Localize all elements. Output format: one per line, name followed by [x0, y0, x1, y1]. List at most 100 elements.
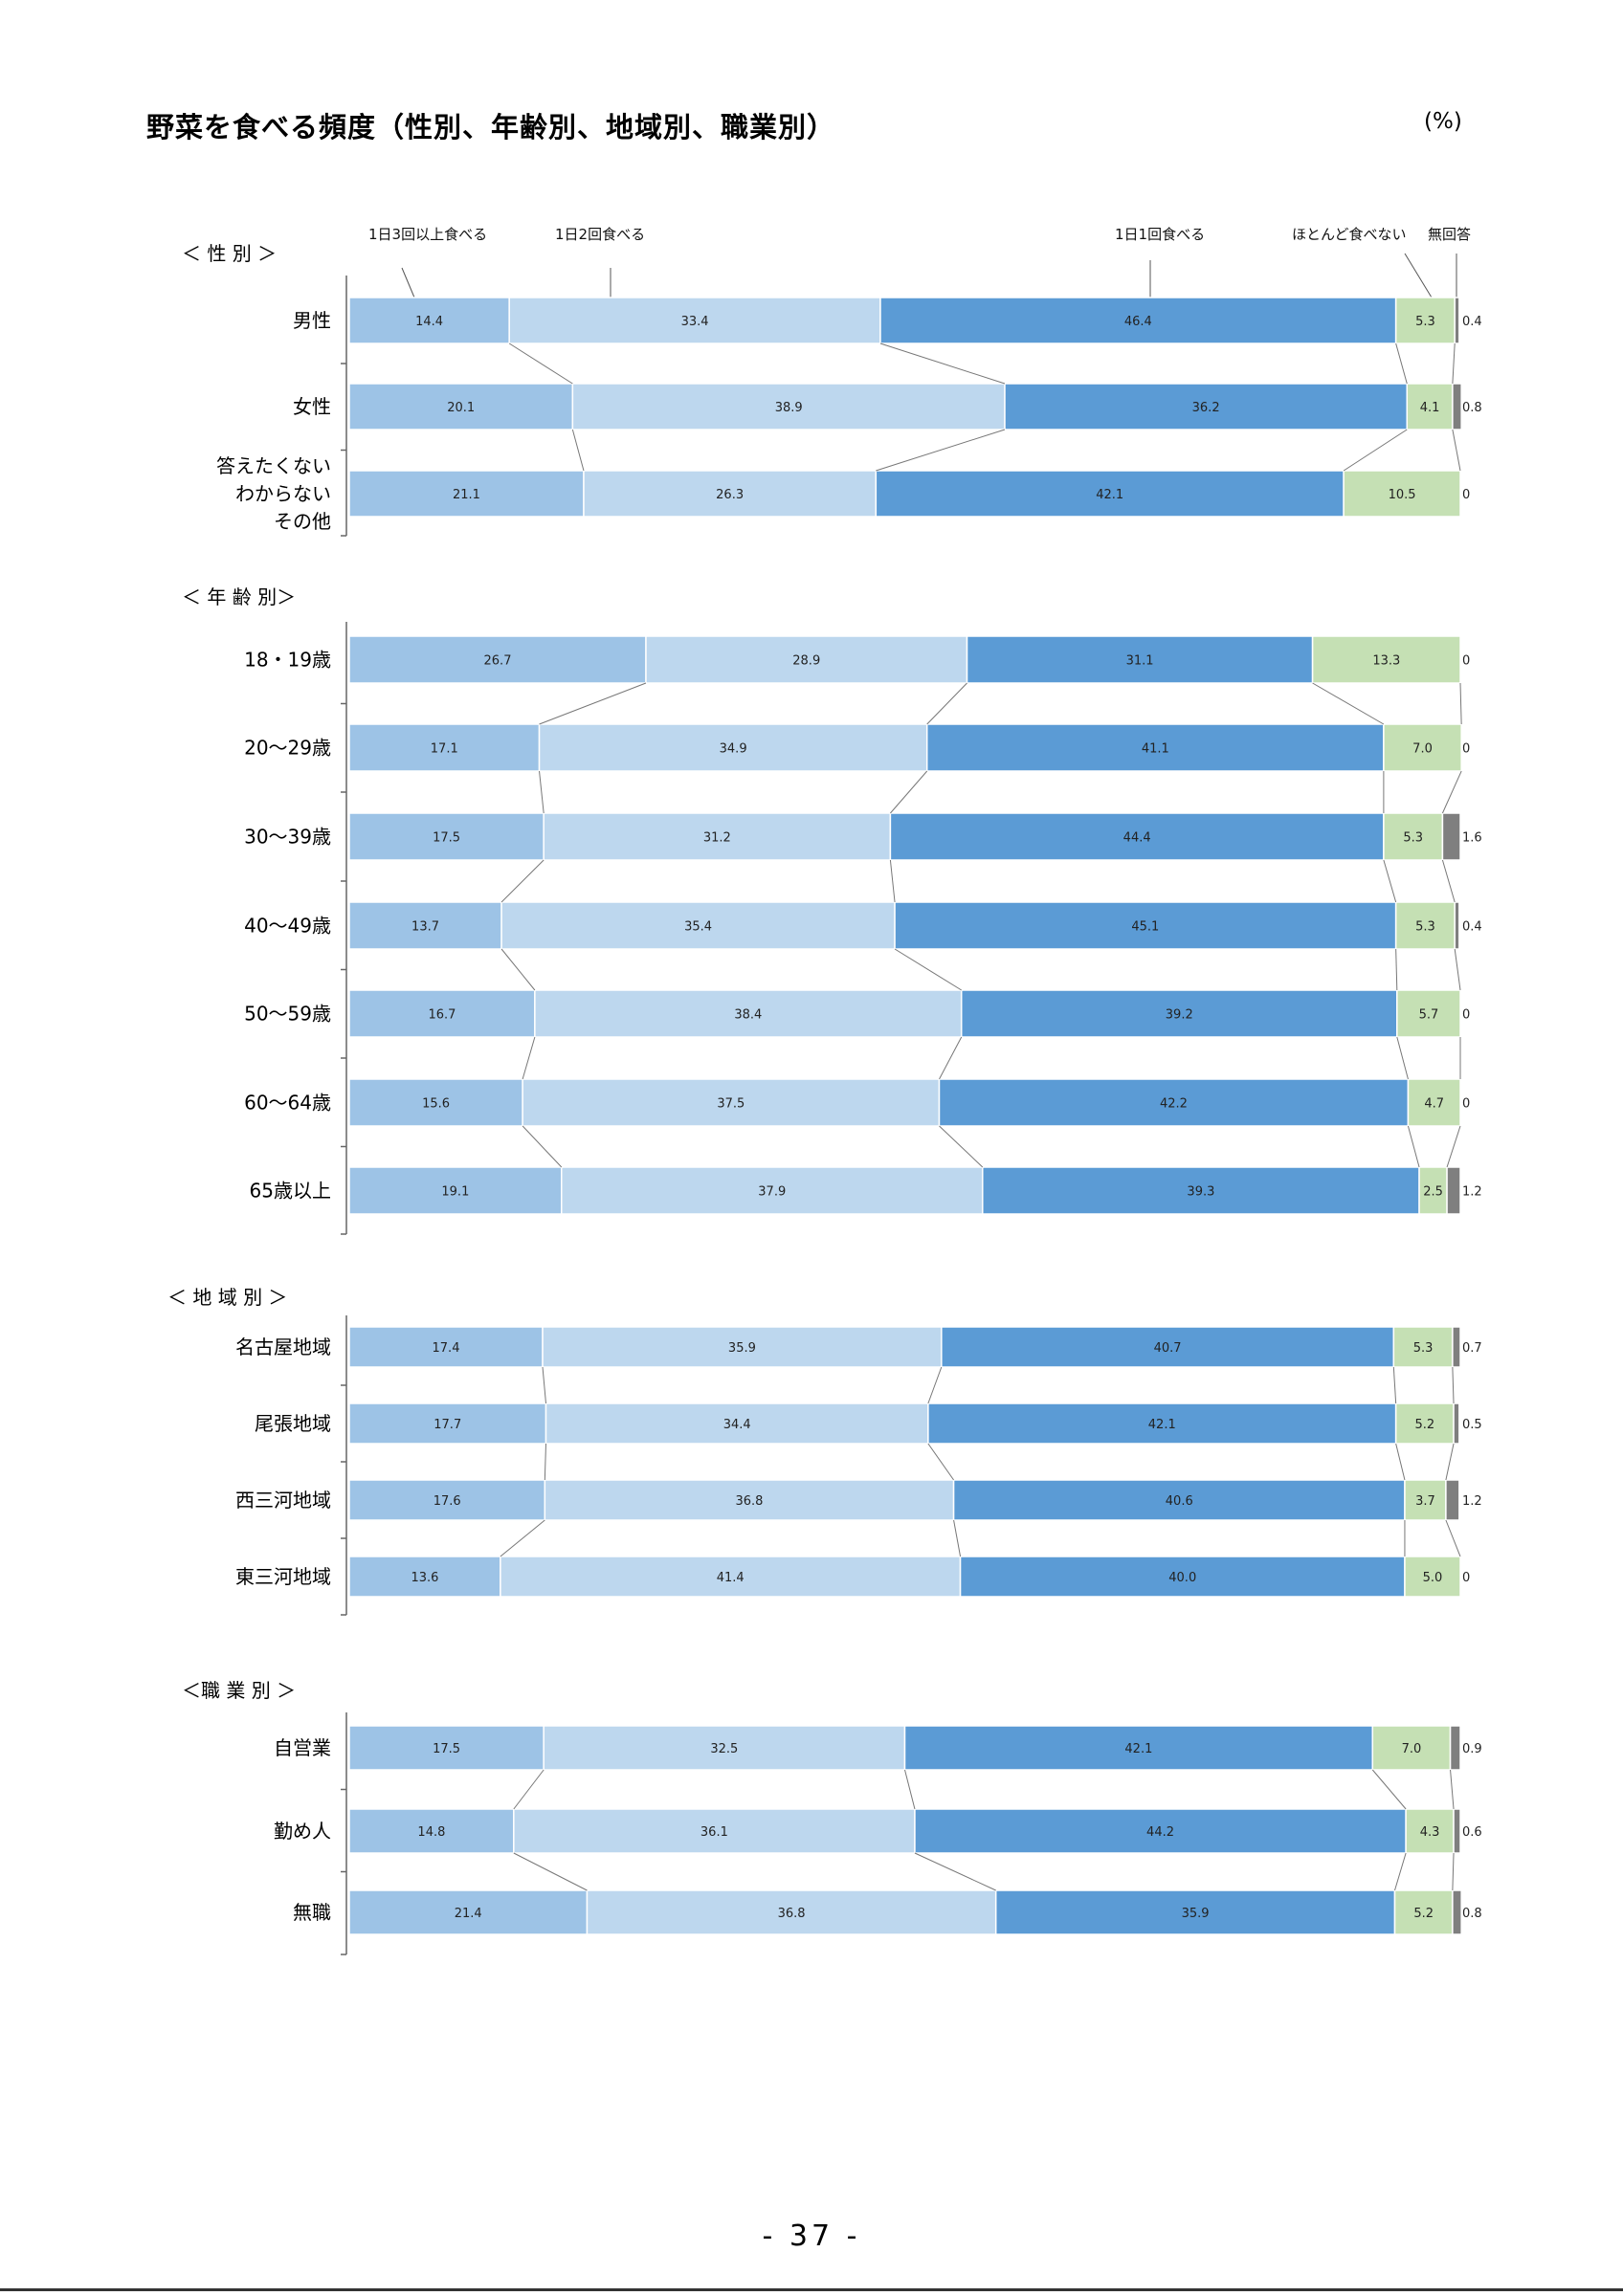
- data-label: 34.4: [723, 1418, 751, 1432]
- bar-segment: [1394, 1402, 1455, 1445]
- connector-line: [904, 1769, 916, 1810]
- data-label: 7.0: [1402, 1742, 1422, 1756]
- bar-segment: [1343, 470, 1461, 518]
- legend-label: 1日3回以上食べる: [368, 226, 487, 243]
- category-label: 答えたくない: [216, 454, 331, 477]
- data-label: 13.3: [1372, 654, 1400, 669]
- connector-line: [1395, 1443, 1406, 1481]
- data-label: 16.7: [428, 1008, 456, 1023]
- data-label: 4.7: [1424, 1097, 1444, 1112]
- bar-segment: [348, 812, 545, 861]
- bar-segment: [1371, 1725, 1452, 1771]
- bar-segment: [1404, 1479, 1447, 1521]
- connector-line: [539, 682, 647, 725]
- connector-line: [1441, 770, 1462, 814]
- bar-segment: [522, 1078, 941, 1127]
- data-label: 44.2: [1146, 1825, 1174, 1840]
- data-label: 45.1: [1131, 920, 1159, 935]
- connector-line: [500, 948, 536, 991]
- bar-segment: [982, 1166, 1420, 1215]
- connector-line: [1343, 429, 1408, 472]
- category-label: 18・19歳: [244, 649, 331, 672]
- legend-label: 無回答: [1428, 226, 1471, 243]
- data-label: 39.2: [1166, 1008, 1193, 1023]
- group-label: ＜ 地 域 別 ＞: [167, 1286, 287, 1309]
- connector-line: [522, 1125, 563, 1168]
- data-label: 40.0: [1168, 1571, 1196, 1585]
- bar-segment: [348, 1326, 544, 1368]
- connector-line: [513, 1852, 588, 1891]
- legend-leader-line: [1404, 253, 1433, 298]
- category-label: わからない: [235, 482, 331, 505]
- connector-line: [890, 770, 928, 814]
- data-label: 5.3: [1415, 315, 1435, 329]
- bar-segment: [894, 901, 1397, 950]
- connector-line: [1441, 859, 1456, 903]
- bar-segment: [348, 1808, 515, 1854]
- bar-segment: [348, 1166, 563, 1215]
- data-label: 32.5: [710, 1742, 738, 1756]
- data-label: 0.8: [1462, 1907, 1482, 1921]
- connector-line: [1394, 1852, 1407, 1891]
- data-label: 17.4: [433, 1341, 460, 1356]
- bar-segment: [348, 989, 536, 1038]
- data-label: 4.3: [1420, 1825, 1440, 1840]
- data-label: 1.2: [1462, 1185, 1482, 1200]
- bar-segment: [508, 297, 881, 344]
- connector-line: [1312, 682, 1385, 725]
- data-label: 13.6: [411, 1571, 438, 1585]
- category-label: 女性: [293, 395, 331, 418]
- data-label: 0.6: [1462, 1825, 1482, 1840]
- category-label: 50～59歳: [244, 1003, 331, 1026]
- data-label: 0: [1462, 488, 1470, 502]
- data-label: 14.8: [417, 1825, 445, 1840]
- bar-segment: [583, 470, 878, 518]
- data-label: 26.3: [716, 488, 744, 502]
- bar-segment: [1004, 383, 1409, 430]
- data-label: 5.0: [1423, 1571, 1443, 1585]
- bar-segment: [925, 723, 1385, 772]
- bar-segment: [1311, 635, 1461, 684]
- data-label: 21.1: [453, 488, 480, 502]
- bar-segment: [534, 989, 963, 1038]
- connector-line: [1395, 948, 1398, 991]
- data-label: 5.3: [1413, 1341, 1434, 1356]
- data-label: 36.1: [700, 1825, 728, 1840]
- legend-label: ほとんど食べない: [1292, 226, 1407, 243]
- connector-line: [500, 1519, 545, 1557]
- data-label: 35.4: [684, 920, 712, 935]
- bar-segment: [348, 297, 510, 344]
- data-label: 36.2: [1192, 401, 1220, 415]
- bar-segment: [1393, 1889, 1454, 1935]
- data-label: 21.4: [455, 1907, 482, 1921]
- connector-line: [1383, 859, 1397, 903]
- bar-segment: [1441, 812, 1461, 861]
- bar-segment: [952, 1479, 1406, 1521]
- connector-line: [522, 1036, 536, 1080]
- bar-segment: [348, 1402, 547, 1445]
- connector-line: [876, 429, 1006, 472]
- connector-line: [508, 342, 573, 385]
- data-label: 42.2: [1160, 1097, 1188, 1112]
- bar-segment: [561, 1166, 984, 1215]
- data-label: 38.9: [775, 401, 803, 415]
- data-label: 2.5: [1423, 1185, 1443, 1200]
- bar-segment: [348, 1889, 589, 1935]
- bar-segment: [1454, 901, 1460, 950]
- bar-segment: [914, 1808, 1407, 1854]
- bar-segment: [966, 635, 1314, 684]
- bar-segment: [543, 812, 892, 861]
- data-label: 40.6: [1166, 1494, 1193, 1509]
- data-label: 3.7: [1415, 1494, 1435, 1509]
- connector-line: [1392, 1366, 1397, 1404]
- connector-line: [1452, 342, 1456, 385]
- bar-segment: [542, 1326, 943, 1368]
- bar-segment: [1407, 1078, 1461, 1127]
- data-label: 20.1: [447, 401, 475, 415]
- category-label: 男性: [293, 309, 331, 332]
- bar-segment: [538, 723, 928, 772]
- connector-line: [927, 1366, 943, 1404]
- category-label: 名古屋地域: [235, 1336, 331, 1358]
- bar-segment: [1454, 297, 1460, 344]
- data-label: 38.4: [734, 1008, 762, 1023]
